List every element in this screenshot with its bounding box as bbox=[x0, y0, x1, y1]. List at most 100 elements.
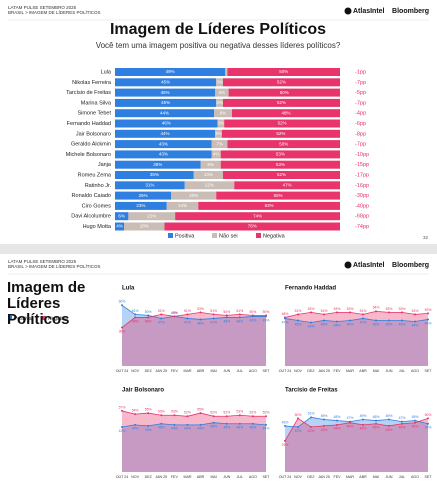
point bbox=[362, 317, 364, 320]
point bbox=[401, 422, 403, 425]
category-label: Simone Tebet bbox=[77, 111, 111, 117]
value-label: 44% bbox=[412, 323, 419, 327]
area bbox=[122, 312, 266, 366]
x-tick-label: MAI bbox=[373, 369, 379, 373]
value-label: 49% bbox=[171, 311, 178, 315]
point bbox=[173, 423, 176, 426]
area bbox=[285, 318, 428, 366]
net-label: -6pp bbox=[355, 121, 366, 127]
point bbox=[134, 313, 137, 316]
value-label: 47% bbox=[283, 182, 292, 187]
point bbox=[362, 423, 364, 426]
value-label: 45% bbox=[399, 426, 406, 430]
line bbox=[121, 410, 266, 417]
value-label: 46% bbox=[162, 121, 171, 126]
point bbox=[173, 315, 176, 318]
category-label: Romeu Zema bbox=[78, 172, 112, 178]
point bbox=[427, 422, 429, 425]
bar-segment bbox=[115, 191, 172, 200]
value-label: 44% bbox=[360, 427, 367, 431]
value-label: 3% bbox=[218, 121, 225, 126]
x-tick-label: MAI bbox=[210, 475, 216, 479]
value-label: 44% bbox=[334, 323, 341, 327]
point bbox=[147, 424, 150, 427]
point bbox=[375, 319, 377, 322]
bar-segment bbox=[115, 98, 217, 107]
net-label: -15pp bbox=[355, 162, 369, 168]
point bbox=[336, 419, 338, 422]
legend-label: Positiva bbox=[14, 316, 32, 322]
x-tick-label: JUN bbox=[223, 369, 230, 373]
area bbox=[285, 418, 428, 472]
point bbox=[147, 316, 150, 319]
net-label: -40pp bbox=[355, 203, 369, 209]
point bbox=[336, 423, 338, 426]
value-label: 50% bbox=[295, 413, 302, 417]
point bbox=[212, 317, 215, 320]
value-label: 52% bbox=[425, 308, 432, 312]
logo: Bloomberg bbox=[392, 8, 429, 15]
point bbox=[173, 414, 176, 417]
x-tick-label: FEV bbox=[171, 369, 179, 373]
point bbox=[225, 415, 228, 418]
point bbox=[251, 415, 254, 418]
value-label: 53% bbox=[171, 410, 178, 414]
bar-segment bbox=[221, 129, 340, 138]
subtitle: Você tem uma imagem positiva ou negativa… bbox=[96, 41, 341, 50]
value-label: 50% bbox=[250, 310, 257, 314]
value-label: 4% bbox=[213, 152, 220, 157]
bar-segment bbox=[223, 78, 340, 87]
legend-swatch bbox=[256, 233, 261, 238]
value-label: 53% bbox=[197, 307, 204, 311]
point bbox=[414, 313, 416, 316]
value-label: 45% bbox=[161, 79, 170, 84]
point bbox=[199, 412, 202, 415]
bar-segment bbox=[124, 222, 165, 231]
value-label: 43% bbox=[145, 428, 152, 432]
x-tick-label: MAR bbox=[346, 369, 354, 373]
point bbox=[297, 319, 299, 322]
value-label: 44% bbox=[171, 427, 178, 431]
point bbox=[199, 311, 202, 314]
net-label: -7pp bbox=[355, 80, 366, 86]
value-label: 45% bbox=[347, 322, 354, 326]
value-label: 45% bbox=[295, 322, 302, 326]
value-label: 55% bbox=[197, 407, 204, 411]
bar-segment bbox=[184, 181, 235, 190]
bar-segment bbox=[115, 150, 212, 159]
line bbox=[284, 416, 429, 428]
point bbox=[284, 316, 286, 319]
value-label: 53% bbox=[158, 410, 165, 414]
value-label: 45% bbox=[321, 322, 328, 326]
net-label: -7pp bbox=[355, 142, 366, 148]
value-label: 74% bbox=[253, 213, 262, 218]
value-label: 63% bbox=[265, 203, 274, 208]
point bbox=[427, 417, 429, 420]
x-tick-label: JAN 25 bbox=[155, 369, 167, 373]
value-label: 44% bbox=[334, 427, 341, 431]
bar-segment bbox=[234, 181, 340, 190]
x-tick-label: DEZ bbox=[145, 369, 153, 373]
value-label: 52% bbox=[184, 411, 191, 415]
value-label: 49% bbox=[360, 414, 367, 418]
value-label: 51% bbox=[295, 309, 302, 313]
value-label: 48% bbox=[145, 319, 152, 323]
value-label: 47% bbox=[399, 416, 406, 420]
net-label: -5pp bbox=[355, 90, 366, 96]
value-label: 52% bbox=[277, 172, 286, 177]
header-line: BRASIL > IMAGEM DE LÍDERES POLÍTICOS bbox=[8, 263, 100, 269]
value-label: 45% bbox=[236, 426, 243, 430]
point bbox=[147, 314, 150, 317]
value-label: 9% bbox=[207, 162, 214, 167]
category-label: Nikolas Ferreira bbox=[72, 80, 112, 86]
value-label: 52% bbox=[263, 411, 270, 415]
value-label: 45% bbox=[386, 322, 393, 326]
point bbox=[401, 311, 403, 314]
x-tick-label: AGO bbox=[411, 475, 419, 479]
chart-title: Lula bbox=[122, 286, 135, 292]
x-tick-label: JUL bbox=[237, 369, 243, 373]
x-tick-label: MAR bbox=[346, 475, 354, 479]
line bbox=[284, 417, 429, 442]
value-label: 48% bbox=[412, 415, 419, 419]
value-label: 53% bbox=[308, 307, 315, 311]
